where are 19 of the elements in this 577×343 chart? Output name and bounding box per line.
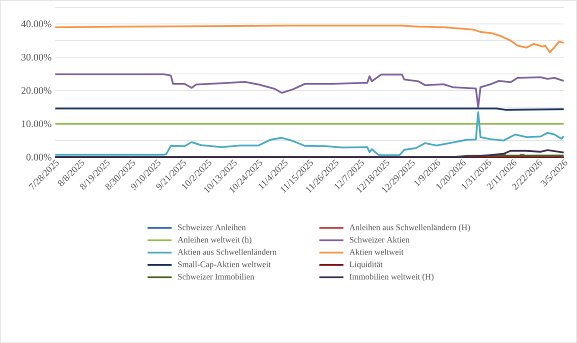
legend-label: Anleihen aus Schwellenländern (H) bbox=[349, 224, 470, 232]
y-tick-label: 40.00% bbox=[21, 20, 52, 28]
y-tick-label: 10.00% bbox=[22, 120, 52, 128]
legend-label: Liquidität bbox=[350, 261, 383, 269]
line-series bbox=[54, 24, 565, 54]
legend-label: Immobilien weltweit (H) bbox=[350, 273, 434, 282]
legend-label: Small-Cap-Aktien weltweit bbox=[178, 261, 271, 269]
legend-label: Schweizer Aktien bbox=[350, 236, 410, 242]
legend-label: Schweizer Immobilien bbox=[178, 273, 254, 280]
line-series bbox=[54, 149, 565, 158]
line-series bbox=[54, 111, 565, 156]
legend-label: Anleihen weltweit (h) bbox=[178, 236, 252, 244]
legend-label: Aktien aus Schwellenländern bbox=[178, 248, 277, 255]
y-tick-label: 0.00% bbox=[26, 154, 52, 160]
y-tick-label: 30.00% bbox=[22, 54, 52, 61]
y-tick-label: 20.00% bbox=[21, 87, 52, 94]
legend-label: Aktien weltweit bbox=[349, 248, 404, 255]
legend-label: Schweizer Anleihen bbox=[178, 224, 246, 230]
line-series bbox=[54, 73, 565, 108]
